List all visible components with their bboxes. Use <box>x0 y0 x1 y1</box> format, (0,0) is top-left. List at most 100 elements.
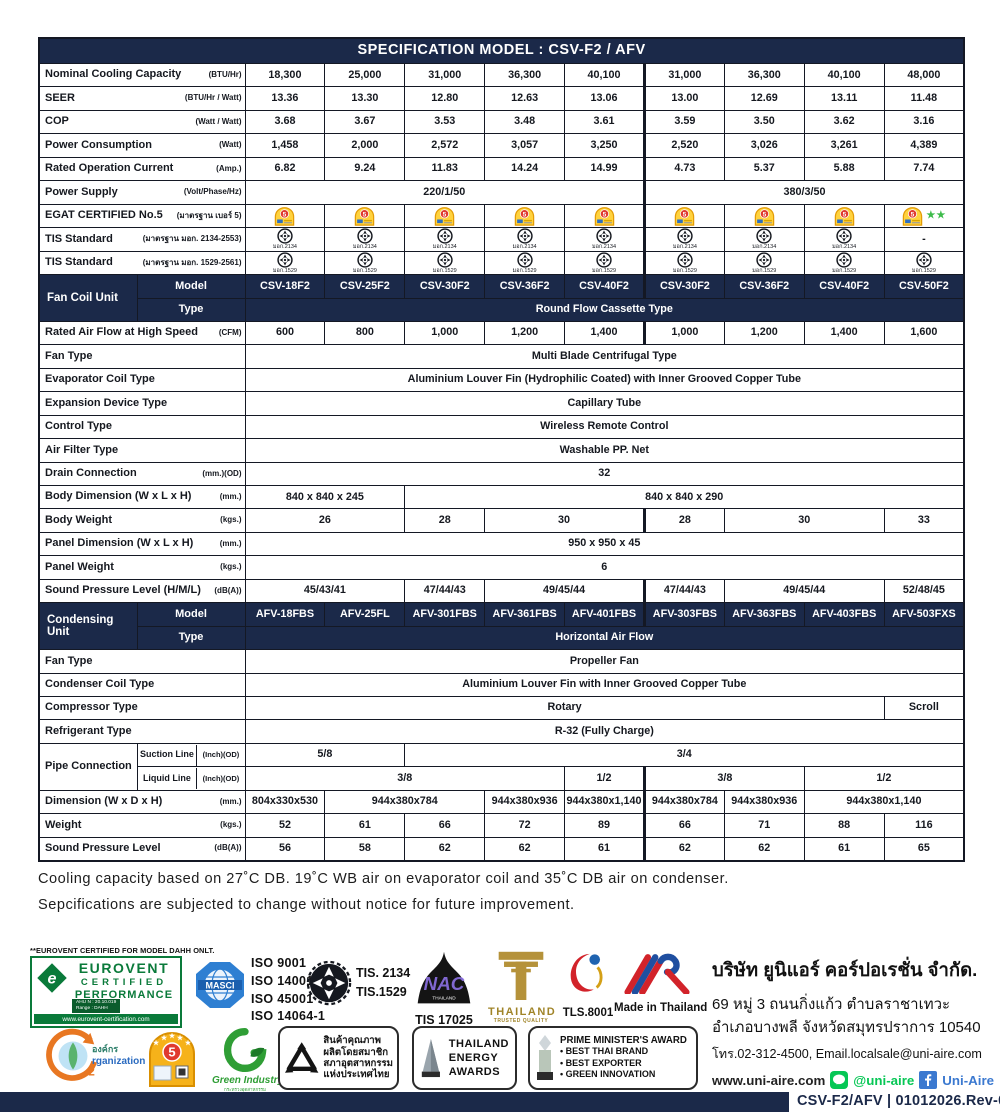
spec-cell: 3.68 <box>244 109 326 135</box>
row-label-text: Drain Connection <box>45 467 137 479</box>
tis-mark-number: มอก.2134 <box>352 244 377 251</box>
spec-cell: 62 <box>484 836 566 862</box>
iso-45001: ISO 45001 <box>251 991 314 1006</box>
pipe-line-unit: (Inch)(OD) <box>196 744 244 766</box>
tis-mark-icon <box>596 252 612 268</box>
energy-award-trophy-icon <box>421 1038 440 1078</box>
row-label-text: Evaporator Coil Type <box>45 373 155 386</box>
tis-mark-cell: มอก.2134 <box>404 227 486 252</box>
spec-cell: Scroll <box>883 695 965 721</box>
row-drain-connection-16: Drain Connection (mm.)(OD) 32 <box>38 461 965 487</box>
row-sound-pressure-level-h-m-l-21: Sound Pressure Level (H/M/L) (dB(A)) 45/43… <box>38 578 965 604</box>
model-cell: AFV-503FXS <box>883 602 965 627</box>
spec-cell: 61 <box>324 813 406 838</box>
tis-mark-number: มอก.2134 <box>591 244 617 251</box>
spec-cell: Washable PP. Net <box>244 438 965 463</box>
row-label: COP (Watt / Watt) <box>38 109 246 135</box>
fan-coil-unit-label: Fan Coil Unit <box>38 274 138 322</box>
iso-certifications: ISO 9001 ISO 14001 ISO 45001 ISO 14064-1 <box>251 955 325 1026</box>
model-cell: CSV-40F2 <box>564 274 645 299</box>
model-cell: AFV-25FL <box>324 602 406 627</box>
tis-mark-cell: มอก.1529 <box>484 250 566 276</box>
type-subheader: Type <box>136 625 246 651</box>
spec-cell: 950 x 950 x 45 <box>244 531 965 557</box>
spec-cell: 32 <box>244 461 965 487</box>
row-label: Panel Dimension (W x L x H) (mm.) <box>38 531 246 557</box>
row-unit-text: (mm.) <box>219 538 242 548</box>
tis-mark-cell: มอก.2134 <box>642 227 725 252</box>
green-industry-g-icon <box>223 1028 267 1073</box>
made-in-thailand-badge: Made in Thailand <box>614 950 708 1014</box>
tls-8001-badge: TLS.8001 <box>559 950 617 1019</box>
row-unit-text: (Amp.) <box>216 163 242 173</box>
spec-cell: 3,057 <box>484 133 566 158</box>
row-label-text: Body Weight <box>45 513 113 526</box>
row-label: Evaporator Coil Type <box>38 367 246 393</box>
egat-no5-label-icon: 5 <box>834 206 854 226</box>
made-in-thailand-icon <box>624 953 690 996</box>
tis-mark-icon <box>357 228 373 244</box>
tis-mark-icon <box>916 252 932 268</box>
spec-cell: 800 <box>324 320 406 346</box>
spec-cell: 600 <box>244 320 326 346</box>
spec-cell: 11.83 <box>404 156 486 182</box>
fti-line2: ผลิตโดยสมาชิก <box>323 1046 389 1058</box>
spec-cell: 3.16 <box>883 109 965 135</box>
tis-mark-icon <box>836 228 852 244</box>
row-fan-type-11: Fan Type Multi Blade Centrifugal Type <box>38 344 965 369</box>
tis-17025-label: TIS 17025 <box>415 1013 473 1027</box>
tls-8001-label: TLS.8001 <box>562 1007 614 1019</box>
eurovent-line2: CERTIFIED <box>80 977 168 988</box>
spec-cell: 62 <box>404 836 486 862</box>
made-in-thailand-label: Made in Thailand <box>614 1002 708 1014</box>
row-unit-text: (dB(A)) <box>214 585 242 595</box>
model-cell: AFV-403FBS <box>803 602 885 627</box>
spec-cell: 944x380x1,140 <box>803 789 965 815</box>
tis-mark-number: มอก.2134 <box>432 244 457 251</box>
spec-cell: 66 <box>404 813 486 838</box>
spec-cell: 14.24 <box>484 156 566 182</box>
row-tis-standard-7: TIS Standard (มาตรฐาน มอก. 2134-2553) มอก.… <box>38 227 965 252</box>
tis-mark-number: มอก.1529 <box>752 267 777 274</box>
egat-no5-label-cell: 5 <box>564 203 645 229</box>
tis-mark-number: มอก.2134 <box>672 244 697 251</box>
row-label-text: SEER <box>45 91 75 104</box>
spec-cell: 1,200 <box>723 320 805 346</box>
row-label-text: Panel Dimension (W x L x H) <box>45 537 194 550</box>
pma-bullet-3: • GREEN INNOVATION <box>560 1069 656 1080</box>
footnotes: Cooling capacity based on 27˚C DB. 19˚C … <box>38 867 729 918</box>
row-label: Sound Pressure Level (H/M/L) (dB(A)) <box>38 578 246 604</box>
pipe-subrow-label: Suction Line (Inch)(OD) <box>136 742 246 768</box>
row-label: Sound Pressure Level (dB(A)) <box>38 836 246 862</box>
row-label-text: Weight <box>45 818 82 831</box>
row-pipe-connection-suction-line: Pipe Connection Suction Line (Inch)(OD) 5/8… <box>38 742 965 791</box>
row-label: Fan Type <box>38 344 246 369</box>
egat-no5-label-icon: 5 <box>434 206 455 226</box>
svg-text:5: 5 <box>842 211 846 218</box>
svg-text:5: 5 <box>683 211 687 218</box>
row-label: Control Type <box>38 414 246 440</box>
row-label-text: COP <box>45 115 69 128</box>
row-dimension-w-x-d-x-h-28: Dimension (W x D x H) (mm.) 804x330x530 944… <box>38 789 965 815</box>
row-label: Expansion Device Type <box>38 391 246 416</box>
row-unit-text: (BTU/Hr) <box>208 70 242 80</box>
spec-cell: 49/45/44 <box>723 578 885 604</box>
row-label-text: Refrigerant Type <box>45 724 132 737</box>
row-fan-type-23: Fan Type Propeller Fan <box>38 649 965 674</box>
row-label-text: Rated Operation Current <box>45 162 174 175</box>
spec-cell: 13.00 <box>642 86 725 111</box>
spec-cell: 220/1/50 <box>244 180 645 205</box>
company-address-line1: 69 หมู่ 3 ถนนกิ่งแก้ว ตำบลราชาเทวะ <box>712 996 951 1013</box>
row-label: Drain Connection (mm.)(OD) <box>38 461 246 487</box>
ttq-thailand-text: THAILAND <box>488 1006 557 1018</box>
model-cell: AFV-363FBS <box>723 602 805 627</box>
tis-mark-number: มอก.2134 <box>272 244 297 251</box>
row-label-text: Body Dimension (W x L x H) <box>45 490 192 503</box>
egat-no5-label-cell: 5 <box>642 203 725 229</box>
fti-text-block: สินค้าคุณภาพ ผลิตโดยสมาชิก สภาอุตสาหกรรม… <box>323 1035 393 1080</box>
tis-gear-icon <box>306 960 352 1006</box>
svg-text:5: 5 <box>762 211 766 218</box>
row-refrigerant-type-26: Refrigerant Type R-32 (Fully Charge) <box>38 719 965 744</box>
iso-14064: ISO 14064-1 <box>251 1009 326 1024</box>
row-unit-text: (มาตรฐาน มอก. 1529-2561) <box>142 257 242 267</box>
